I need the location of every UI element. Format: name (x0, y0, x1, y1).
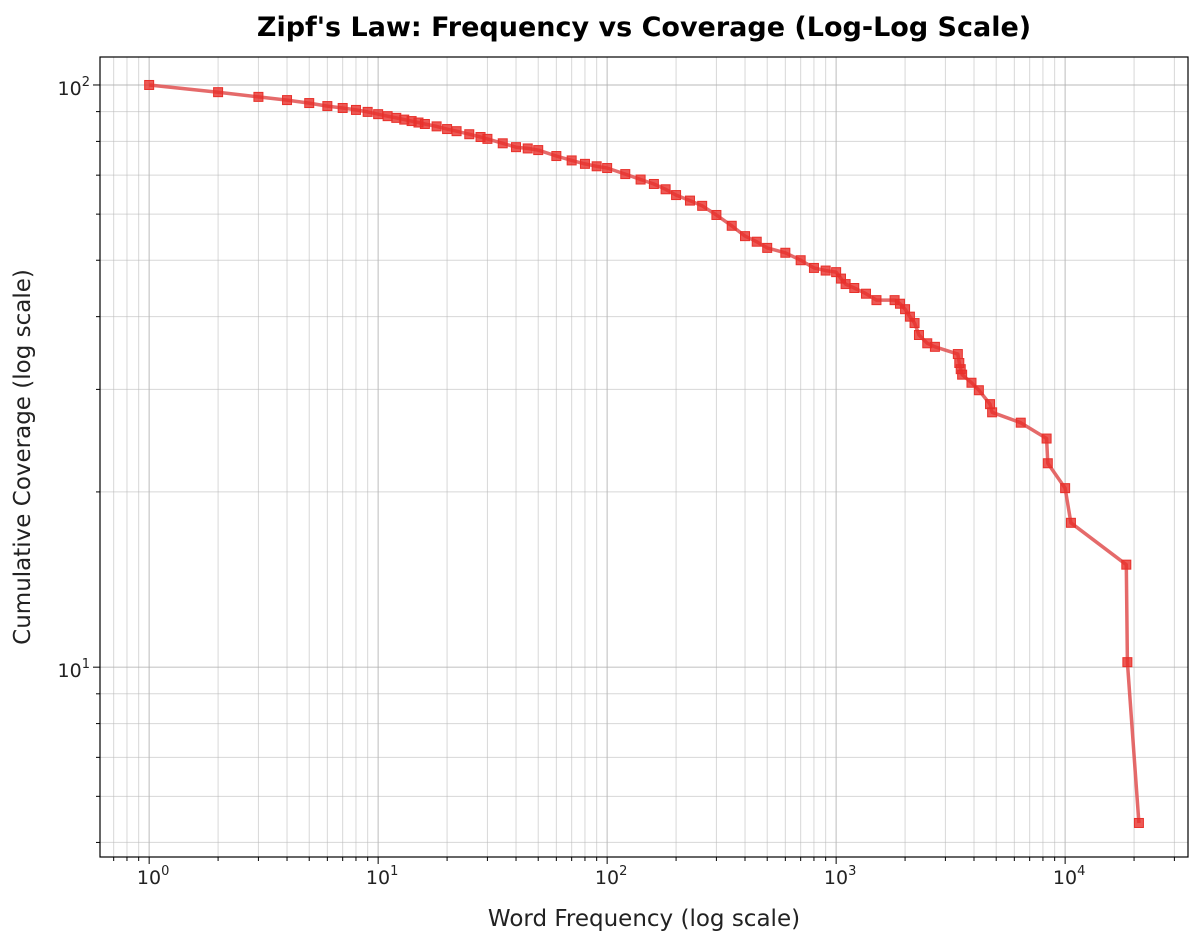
data-point (464, 129, 475, 140)
data-point (551, 151, 562, 162)
data-point (1133, 817, 1144, 828)
data-point (820, 265, 831, 276)
grid (100, 57, 1188, 857)
data-point (304, 98, 315, 109)
data-point (282, 95, 293, 106)
data-point (684, 195, 695, 206)
data-point (795, 255, 806, 266)
data-point (1015, 417, 1026, 428)
data-point (711, 209, 722, 220)
x-axis-label: Word Frequency (log scale) (488, 906, 800, 932)
data-point (987, 407, 998, 418)
y-tick-label: 101 (58, 657, 90, 682)
data-point (362, 106, 373, 117)
data-point (1041, 433, 1052, 444)
data-point (973, 385, 984, 396)
plot-frame (99, 56, 1189, 858)
data-point (894, 298, 905, 309)
data-point (635, 174, 646, 185)
data-point (373, 109, 384, 120)
series-line (149, 83, 1141, 824)
data-point (1060, 483, 1071, 494)
x-tick-label: 103 (824, 864, 856, 889)
data-point (1042, 458, 1053, 469)
data-point (909, 318, 920, 329)
data-point (431, 121, 442, 132)
data-point (913, 330, 924, 341)
data-point (1122, 657, 1133, 668)
x-tick-label: 102 (595, 864, 627, 889)
data-point (442, 124, 453, 135)
data-point (929, 341, 940, 352)
data-point (482, 133, 493, 144)
data-point (751, 236, 762, 247)
data-point (579, 158, 590, 169)
data-point (337, 102, 348, 113)
data-point (602, 163, 613, 174)
y-tick-label: 102 (58, 75, 90, 100)
x-tick-label: 100 (137, 864, 169, 889)
data-point (871, 295, 882, 306)
data-point (566, 155, 577, 166)
data-point (966, 377, 977, 388)
data-point (591, 161, 602, 172)
data-point (522, 143, 533, 154)
data-point (620, 169, 631, 180)
data-point (648, 178, 659, 189)
data-point (419, 118, 430, 129)
data-point (451, 126, 462, 137)
data-point (671, 190, 682, 201)
x-tick-label: 101 (366, 864, 398, 889)
data-point (762, 242, 773, 253)
data-point (1121, 559, 1132, 570)
data-point (1065, 517, 1076, 528)
data-point (740, 231, 751, 242)
ticks: 100 101 102 103 104 101 102 (58, 75, 1175, 889)
data-point (253, 91, 264, 102)
data-point (808, 262, 819, 273)
data-point (350, 104, 361, 115)
chart-title: Zipf's Law: Frequency vs Coverage (Log-L… (257, 12, 1031, 43)
data-point (849, 283, 860, 294)
data-point (533, 145, 544, 156)
data-point (780, 247, 791, 258)
data-point (697, 200, 708, 211)
data-point (144, 79, 155, 90)
data-point (660, 184, 671, 195)
data-point (322, 101, 333, 112)
data-point (726, 220, 737, 231)
data-point (511, 142, 522, 153)
data-point (382, 111, 393, 122)
data-point (497, 138, 508, 149)
x-tick-label: 104 (1053, 864, 1085, 889)
data-point (952, 349, 963, 360)
series (144, 79, 1144, 828)
data-point (985, 399, 996, 410)
data-point (213, 87, 224, 98)
data-point (957, 369, 968, 380)
data-point (840, 279, 851, 290)
y-axis-label: Cumulative Coverage (log scale) (10, 269, 36, 645)
data-point (860, 288, 871, 299)
